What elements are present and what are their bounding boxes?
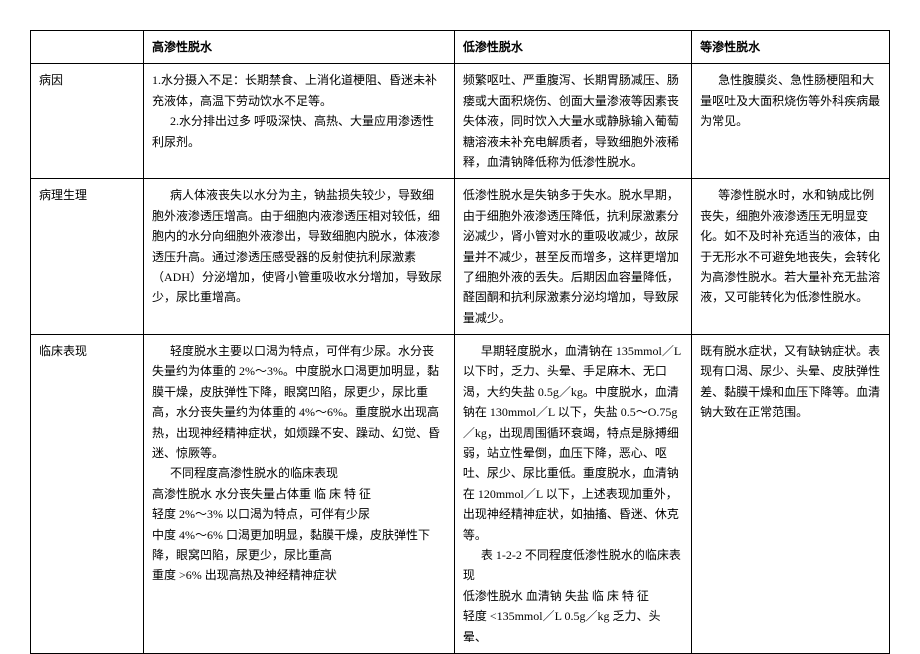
cell-text: 不同程度高渗性脱水的临床表现 xyxy=(152,463,446,483)
header-blank xyxy=(31,31,144,64)
row-label: 病理生理 xyxy=(31,179,144,335)
cell-text: 中度 4%～6% 口渴更加明显，黏膜干燥，皮肤弹性下降，眼窝凹陷，尿更少，尿比重… xyxy=(152,525,446,566)
cell-text: 急性腹膜炎、急性肠梗阻和大量呕吐及大面积烧伤等外科疾病最为常见。 xyxy=(700,70,881,131)
cell: 病人体液丧失以水分为主，钠盐损失较少，导致细胞外液渗透压增高。由于细胞内液渗透压… xyxy=(144,179,455,335)
table-row-clinical: 临床表现 轻度脱水主要以口渴为特点，可伴有少尿。水分丧失量约为体重的 2%～3%… xyxy=(31,335,890,654)
row-label: 病因 xyxy=(31,64,144,179)
table-row-etiology: 病因 1.水分摄入不足：长期禁食、上消化道梗阻、昏迷未补充液体，高温下劳动饮水不… xyxy=(31,64,890,179)
cell-text: 轻度脱水主要以口渴为特点，可伴有少尿。水分丧失量约为体重的 2%～3%。中度脱水… xyxy=(152,341,446,463)
cell-text: 高渗性脱水 水分丧失量占体重 临 床 特 征 xyxy=(152,484,446,504)
row-label: 临床表现 xyxy=(31,335,144,654)
table-row-pathophysiology: 病理生理 病人体液丧失以水分为主，钠盐损失较少，导致细胞外液渗透压增高。由于细胞… xyxy=(31,179,890,335)
cell-text: 低渗性脱水 血清钠 失盐 临 床 特 征 xyxy=(463,586,683,606)
cell: 早期轻度脱水，血清钠在 135mmol／L 以下时，乏力、头晕、手足麻木、无口渴… xyxy=(454,335,691,654)
cell: 低渗性脱水是失钠多于失水。脱水早期，由于细胞外液渗透压降低，抗利尿激素分泌减少，… xyxy=(454,179,691,335)
cell: 急性腹膜炎、急性肠梗阻和大量呕吐及大面积烧伤等外科疾病最为常见。 xyxy=(692,64,890,179)
dehydration-table: 高渗性脱水 低渗性脱水 等渗性脱水 病因 1.水分摄入不足：长期禁食、上消化道梗… xyxy=(30,30,890,654)
cell-text: 1.水分摄入不足：长期禁食、上消化道梗阻、昏迷未补充液体，高温下劳动饮水不足等。 xyxy=(152,70,446,111)
cell: 1.水分摄入不足：长期禁食、上消化道梗阻、昏迷未补充液体，高温下劳动饮水不足等。… xyxy=(144,64,455,179)
cell-text: 表 1-2-2 不同程度低渗性脱水的临床表现 xyxy=(463,545,683,586)
cell: 频繁呕吐、严重腹泻、长期胃肠减压、肠瘘或大面积烧伤、创面大量渗液等因素丧失体液，… xyxy=(454,64,691,179)
header-col2: 低渗性脱水 xyxy=(454,31,691,64)
cell-text: 早期轻度脱水，血清钠在 135mmol／L 以下时，乏力、头晕、手足麻木、无口渴… xyxy=(463,341,683,545)
cell-text: 病人体液丧失以水分为主，钠盐损失较少，导致细胞外液渗透压增高。由于细胞内液渗透压… xyxy=(152,185,446,307)
cell-text: 重度 >6% 出现高热及神经精神症状 xyxy=(152,565,446,585)
cell-text: 2.水分排出过多 呼吸深快、高热、大量应用渗透性利尿剂。 xyxy=(152,111,446,152)
header-col1: 高渗性脱水 xyxy=(144,31,455,64)
cell-text: 轻度 <135mmol／L 0.5g／kg 乏力、头晕、 xyxy=(463,606,683,647)
table-header-row: 高渗性脱水 低渗性脱水 等渗性脱水 xyxy=(31,31,890,64)
cell: 轻度脱水主要以口渴为特点，可伴有少尿。水分丧失量约为体重的 2%～3%。中度脱水… xyxy=(144,335,455,654)
cell-text: 等渗性脱水时，水和钠成比例丧失，细胞外液渗透压无明显变化。如不及时补充适当的液体… xyxy=(700,185,881,307)
cell: 既有脱水症状，又有缺钠症状。表现有口渴、尿少、头晕、皮肤弹性差、黏膜干燥和血压下… xyxy=(692,335,890,654)
header-col3: 等渗性脱水 xyxy=(692,31,890,64)
cell-text: 轻度 2%～3% 以口渴为特点，可伴有少尿 xyxy=(152,504,446,524)
cell: 等渗性脱水时，水和钠成比例丧失，细胞外液渗透压无明显变化。如不及时补充适当的液体… xyxy=(692,179,890,335)
